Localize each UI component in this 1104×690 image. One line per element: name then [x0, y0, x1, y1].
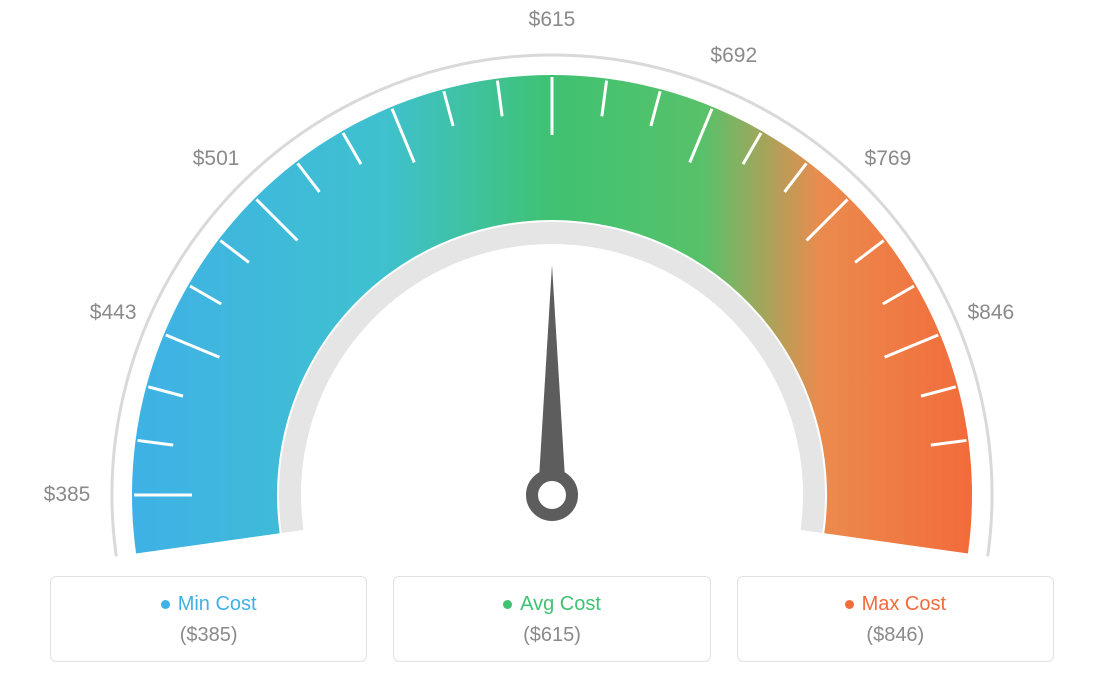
legend-value-min: ($385) [65, 624, 352, 647]
legend-title-avg: Avg Cost [503, 593, 601, 616]
legend-row: Min Cost ($385) Avg Cost ($615) Max Cost… [50, 576, 1054, 662]
legend-value-avg: ($615) [408, 624, 695, 647]
legend-name-avg: Avg Cost [520, 593, 601, 616]
legend-name-min: Min Cost [178, 593, 257, 616]
legend-card-avg: Avg Cost ($615) [393, 576, 710, 662]
gauge-needle [538, 265, 566, 495]
gauge-tick-label: $615 [529, 8, 576, 32]
legend-card-min: Min Cost ($385) [50, 576, 367, 662]
gauge-tick-label: $769 [865, 147, 912, 171]
gauge-tick-label: $385 [44, 483, 91, 507]
legend-dot-avg [503, 600, 512, 609]
legend-title-max: Max Cost [845, 593, 946, 616]
gauge-tick-label: $501 [193, 147, 240, 171]
legend-value-max: ($846) [752, 624, 1039, 647]
gauge-tick-label: $846 [967, 301, 1014, 325]
gauge-tick-label: $692 [710, 44, 757, 68]
legend-card-max: Max Cost ($846) [737, 576, 1054, 662]
legend-dot-max [845, 600, 854, 609]
legend-dot-min [161, 600, 170, 609]
legend-name-max: Max Cost [862, 593, 946, 616]
gauge-tick-label: $443 [90, 301, 137, 325]
gauge-needle-hub [532, 475, 572, 515]
gauge-svg [0, 0, 1104, 560]
cost-gauge: $385 $443 $501 $615 $692 $769 $846 [0, 0, 1104, 560]
legend-title-min: Min Cost [161, 593, 257, 616]
